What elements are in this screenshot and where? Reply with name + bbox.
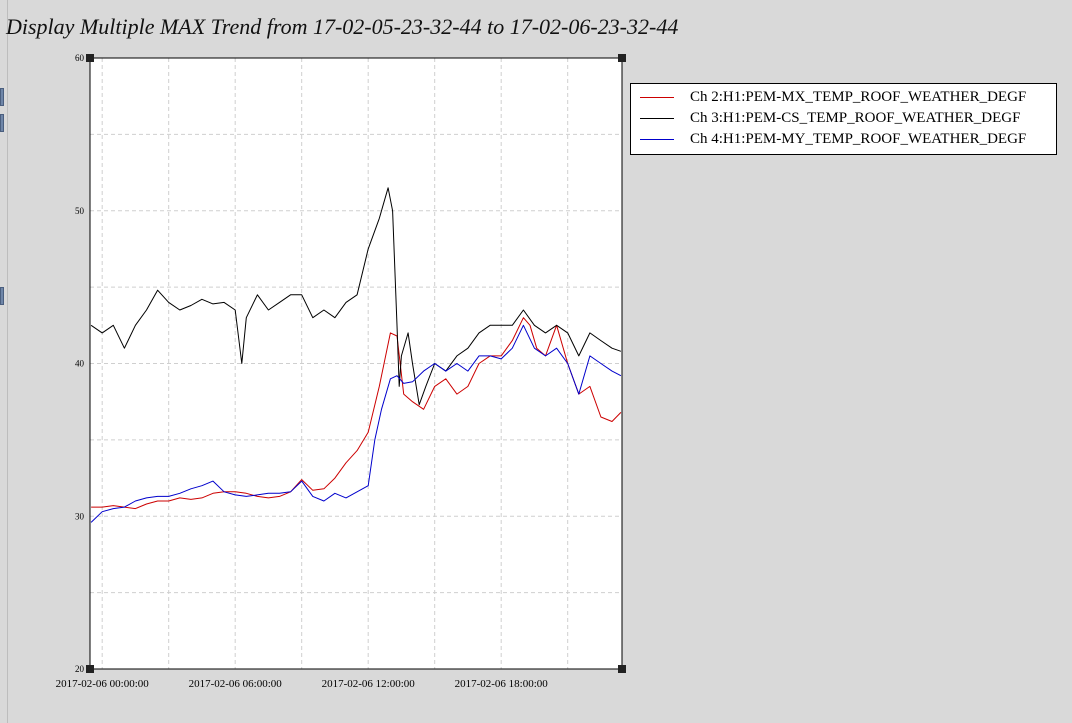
edge-tab[interactable] <box>0 114 4 132</box>
resize-handle[interactable] <box>618 665 626 673</box>
x-tick-label: 2017-02-06 06:00:00 <box>189 678 283 690</box>
chart-title: Display Multiple MAX Trend from 17-02-05… <box>6 14 679 39</box>
legend-item: Ch 4:H1:PEM-MY_TEMP_ROOF_WEATHER_DEGF <box>631 129 1056 150</box>
legend-label: Ch 2:H1:PEM-MX_TEMP_ROOF_WEATHER_DEGF <box>690 89 1027 105</box>
window-left-edge <box>0 0 8 723</box>
series-line <box>90 324 622 523</box>
legend: Ch 2:H1:PEM-MX_TEMP_ROOF_WEATHER_DEGF Ch … <box>630 83 1057 155</box>
plot-frame <box>89 57 623 670</box>
edge-tab[interactable] <box>0 88 4 106</box>
x-tick-label: 2017-02-06 12:00:00 <box>322 678 416 690</box>
edge-tab[interactable] <box>0 287 4 305</box>
legend-item: Ch 3:H1:PEM-CS_TEMP_ROOF_WEATHER_DEGF <box>631 108 1056 129</box>
y-tick-label: 50 <box>75 206 85 216</box>
x-tick-label: 2017-02-06 18:00:00 <box>455 678 549 690</box>
resize-handle[interactable] <box>86 54 94 62</box>
x-tick-label: 2017-02-06 00:00:00 <box>56 678 150 690</box>
series-layer <box>90 187 622 523</box>
tick-labels: 20 30 40 50 60 2017-02-06 00:00:00 2017-02-06 … <box>56 53 549 690</box>
series-line <box>91 317 622 510</box>
legend-swatch <box>640 139 674 140</box>
resize-handle[interactable] <box>86 665 94 673</box>
legend-item: Ch 2:H1:PEM-MX_TEMP_ROOF_WEATHER_DEGF <box>631 87 1056 108</box>
corner-handles[interactable] <box>86 54 626 673</box>
y-tick-label: 40 <box>75 359 85 369</box>
y-tick-label: 60 <box>75 53 85 63</box>
y-tick-label: 20 <box>75 664 85 674</box>
y-tick-label: 30 <box>75 511 85 521</box>
legend-label: Ch 3:H1:PEM-CS_TEMP_ROOF_WEATHER_DEGF <box>690 110 1021 126</box>
series-line <box>90 187 622 406</box>
legend-swatch <box>640 118 674 119</box>
legend-label: Ch 4:H1:PEM-MY_TEMP_ROOF_WEATHER_DEGF <box>690 131 1027 147</box>
resize-handle[interactable] <box>618 54 626 62</box>
grid-layer <box>90 58 622 669</box>
legend-swatch <box>640 97 674 98</box>
